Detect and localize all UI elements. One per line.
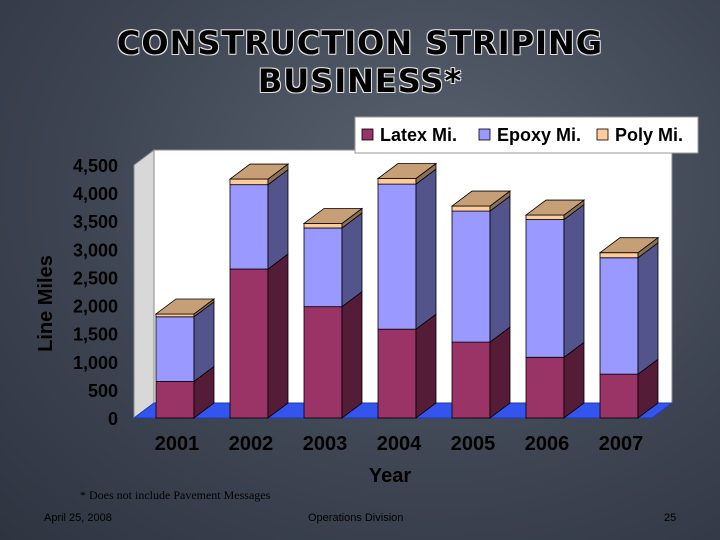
bar-side-latex-2004 — [415, 313, 437, 419]
y-tick-label: 3,500 — [73, 212, 118, 232]
y-tick-label: 3,000 — [73, 240, 118, 260]
y-tick-label: 2,000 — [73, 297, 118, 317]
y-tick-label: 4,000 — [73, 184, 118, 204]
slide-title: CONSTRUCTION STRIPING BUSINESS* — [60, 24, 660, 100]
bar-epoxy-2004 — [377, 183, 417, 330]
footnote: * Does not include Pavement Messages — [80, 488, 271, 502]
bar-epoxy-2007 — [599, 257, 639, 375]
bar-latex-2002 — [229, 268, 269, 419]
bar-side-latex-2005 — [489, 326, 511, 419]
bar-side-epoxy-2005 — [489, 195, 511, 343]
y-tick-label: 0 — [108, 409, 118, 429]
footer-page-number: 25 — [664, 512, 677, 524]
bar-latex-2001 — [155, 381, 195, 419]
footer-org: Operations Division — [308, 512, 404, 524]
legend-label-epoxy: Epoxy Mi. — [497, 125, 581, 145]
x-axis-title: Year — [369, 465, 411, 487]
bar-top-2002 — [228, 163, 290, 180]
bar-poly-2006 — [525, 214, 565, 220]
bar-top-2006 — [524, 199, 586, 216]
x-tick-label: 2004 — [377, 433, 422, 455]
bar-poly-2002 — [229, 178, 269, 186]
bar-top-2001 — [154, 298, 216, 315]
bar-epoxy-2005 — [451, 210, 491, 343]
y-tick-label: 1,000 — [73, 353, 118, 373]
bar-side-epoxy-2007 — [637, 241, 659, 375]
chart-side-wall — [133, 149, 155, 419]
bar-top-2003 — [302, 208, 364, 224]
bar-top-2007 — [598, 237, 660, 254]
bar-poly-2004 — [377, 178, 417, 185]
bar-epoxy-2001 — [155, 316, 195, 382]
legend-label-poly: Poly Mi. — [615, 125, 683, 145]
bar-latex-2004 — [377, 328, 417, 419]
bar-latex-2006 — [525, 356, 565, 419]
y-tick-label: 500 — [88, 381, 118, 401]
y-axis-title: Line Miles — [35, 255, 57, 352]
bar-epoxy-2002 — [229, 184, 269, 270]
x-tick-label: 2002 — [229, 433, 274, 455]
bar-latex-2003 — [303, 306, 343, 419]
x-tick-label: 2007 — [599, 433, 644, 455]
title-line-2: BUSINESS* — [257, 62, 463, 100]
footer-date: April 25, 2008 — [44, 512, 112, 524]
legend-box — [354, 116, 699, 154]
bar-epoxy-2003 — [303, 227, 343, 308]
bar-latex-2007 — [599, 373, 639, 419]
bar-top-2004 — [376, 163, 438, 179]
legend-swatch-latex — [361, 128, 374, 141]
bar-side-epoxy-2003 — [341, 212, 363, 308]
bar-poly-2003 — [303, 223, 343, 229]
bar-poly-2005 — [451, 205, 491, 212]
x-tick-label: 2005 — [451, 433, 496, 455]
y-tick-label: 2,500 — [73, 268, 118, 288]
bar-side-epoxy-2006 — [563, 203, 585, 359]
bar-side-epoxy-2002 — [267, 168, 289, 270]
bar-latex-2005 — [451, 341, 491, 419]
bar-epoxy-2006 — [525, 219, 565, 358]
legend-swatch-epoxy — [478, 128, 491, 141]
legend-swatch-poly — [596, 128, 609, 141]
bar-side-latex-2003 — [341, 290, 363, 419]
title-line-1: CONSTRUCTION STRIPING — [116, 24, 604, 62]
x-tick-label: 2006 — [525, 433, 570, 455]
legend-label-latex: Latex Mi. — [380, 125, 457, 145]
bar-side-latex-2002 — [267, 253, 289, 419]
x-tick-label: 2001 — [155, 433, 200, 455]
x-tick-label: 2003 — [303, 433, 348, 455]
bar-top-2005 — [450, 190, 512, 207]
y-tick-label: 4,500 — [73, 156, 118, 176]
bar-poly-2007 — [599, 252, 639, 259]
bar-side-epoxy-2004 — [415, 168, 437, 330]
y-tick-label: 1,500 — [73, 325, 118, 345]
bar-poly-2001 — [155, 313, 195, 318]
